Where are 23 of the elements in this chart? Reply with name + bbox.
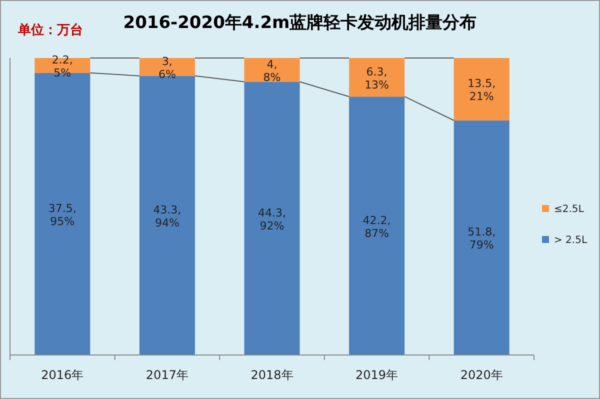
x-tick-label: 2016年: [41, 368, 84, 382]
x-tick-label: 2018年: [250, 368, 294, 382]
bar: [349, 96, 405, 355]
data-label: 6.3, 13%: [364, 65, 390, 92]
chart-title: 2016-2020年4.2m蓝牌轻卡发动机排量分布: [123, 13, 477, 33]
x-tick-label: 2020年: [460, 368, 503, 382]
legend-label: > 2.5L: [554, 235, 588, 246]
data-label: 4, 8%: [263, 58, 281, 84]
data-label: 44.3, 92%: [258, 206, 286, 232]
x-tick-label: 2017年: [146, 368, 188, 382]
legend-label: ≤2.5L: [554, 204, 584, 215]
data-label: 42.2, 87%: [362, 214, 391, 240]
data-label: 13.5, 21%: [468, 77, 496, 104]
bar: [349, 58, 405, 97]
x-tick-label: 2019年: [356, 368, 398, 382]
text: 单位：万台: [17, 22, 83, 38]
data-label: 43.3, 94%: [153, 203, 182, 230]
data-label: 51.8, 79%: [468, 226, 496, 252]
bar: [244, 58, 300, 82]
data-label: 37.5, 95%: [48, 202, 76, 228]
bar: [454, 58, 510, 120]
bar: [454, 120, 510, 355]
bar: [244, 82, 300, 355]
